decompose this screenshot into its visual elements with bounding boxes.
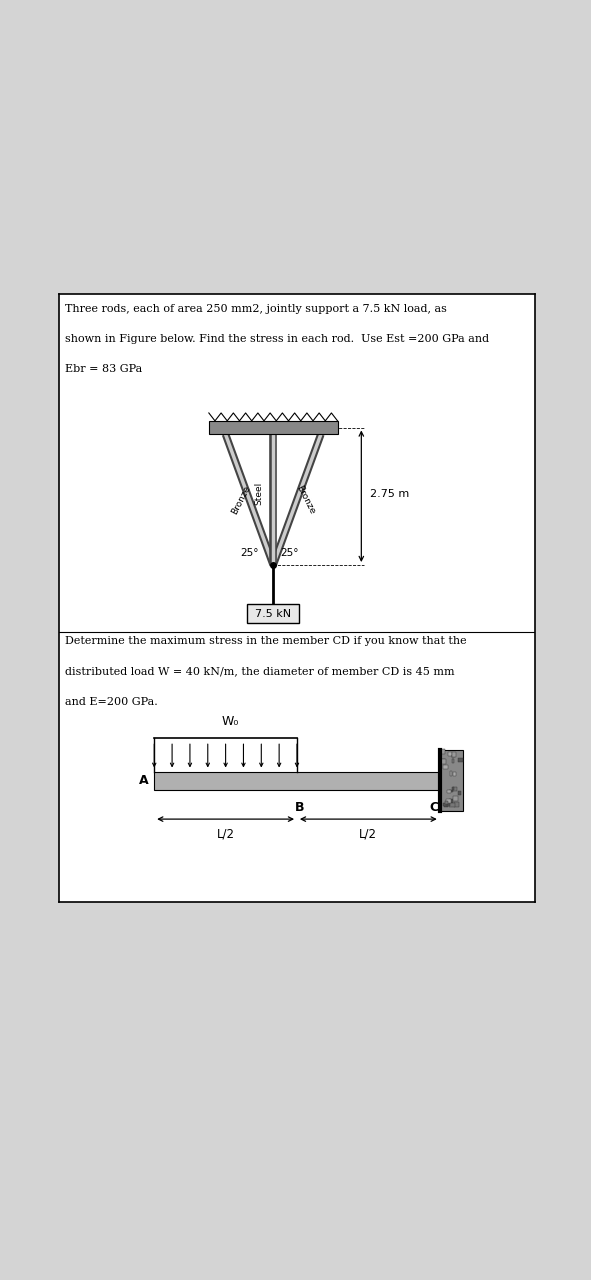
Text: Determine the maximum stress in the member CD if you know that the: Determine the maximum stress in the memb… xyxy=(65,636,466,646)
Bar xyxy=(154,772,440,790)
Bar xyxy=(441,759,446,764)
Bar xyxy=(444,804,447,808)
Bar xyxy=(458,758,463,762)
Bar xyxy=(449,804,454,808)
Bar xyxy=(453,796,457,800)
Text: 25°: 25° xyxy=(240,548,259,558)
Text: 7.5 kN: 7.5 kN xyxy=(255,608,291,618)
Text: distributed load W = 40 kN/m, the diameter of member CD is 45 mm: distributed load W = 40 kN/m, the diamet… xyxy=(65,667,454,677)
Text: C: C xyxy=(430,801,439,814)
Text: 25°: 25° xyxy=(281,548,299,558)
Bar xyxy=(446,804,450,806)
Text: B: B xyxy=(294,801,304,814)
Bar xyxy=(452,787,454,790)
Bar xyxy=(452,755,454,758)
Bar xyxy=(453,772,456,776)
Text: and E=200 GPa.: and E=200 GPa. xyxy=(65,696,158,707)
Bar xyxy=(441,759,445,762)
Bar xyxy=(448,751,453,756)
Bar xyxy=(453,787,457,791)
Text: Bronze: Bronze xyxy=(294,484,317,516)
Bar xyxy=(449,790,453,792)
Text: W₀: W₀ xyxy=(222,716,239,728)
Bar xyxy=(209,421,337,434)
Text: A: A xyxy=(139,774,148,787)
Bar xyxy=(452,759,454,763)
Text: shown in Figure below. Find the stress in each rod.  Use Est =200 GPa and: shown in Figure below. Find the stress i… xyxy=(65,334,489,344)
Text: Bronze: Bronze xyxy=(230,484,252,516)
Text: L/2: L/2 xyxy=(217,828,235,841)
Bar xyxy=(447,790,452,792)
Bar xyxy=(247,604,300,623)
Bar xyxy=(440,750,463,812)
Bar xyxy=(441,749,446,754)
Text: L/2: L/2 xyxy=(359,828,377,841)
Bar xyxy=(450,772,452,776)
Bar xyxy=(458,791,460,795)
Bar xyxy=(454,801,459,806)
Text: 2.75 m: 2.75 m xyxy=(370,489,409,498)
Bar xyxy=(452,751,456,758)
Bar xyxy=(449,800,453,803)
Bar xyxy=(443,804,447,806)
Bar xyxy=(446,799,451,803)
Bar xyxy=(445,801,448,804)
Text: Steel: Steel xyxy=(254,481,264,506)
Text: Ebr = 83 GPa: Ebr = 83 GPa xyxy=(65,365,142,374)
Bar xyxy=(443,765,448,769)
Text: Three rods, each of area 250 mm2, jointly support a 7.5 kN load, as: Three rods, each of area 250 mm2, jointl… xyxy=(65,303,447,314)
